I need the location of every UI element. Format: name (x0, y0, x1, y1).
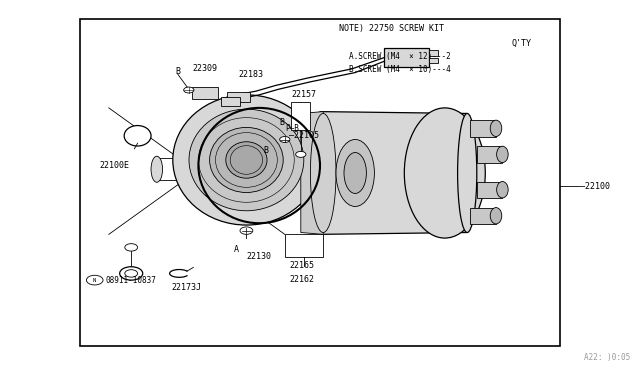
Ellipse shape (210, 128, 283, 193)
Bar (477, 182, 502, 198)
Text: 08911-10837: 08911-10837 (106, 276, 156, 285)
Ellipse shape (497, 182, 508, 198)
Text: 22309: 22309 (192, 64, 217, 73)
Text: 22173J: 22173J (172, 283, 202, 292)
Text: 22130: 22130 (246, 252, 271, 261)
Ellipse shape (336, 140, 374, 206)
Polygon shape (301, 112, 323, 234)
Circle shape (184, 87, 194, 93)
Circle shape (125, 270, 138, 277)
Text: 22183: 22183 (238, 70, 263, 79)
Ellipse shape (173, 95, 320, 225)
Bar (80, 19, 560, 346)
Text: 22157: 22157 (291, 90, 316, 99)
Bar (384, 48, 429, 67)
Circle shape (120, 267, 143, 280)
Text: Q'TY: Q'TY (512, 39, 532, 48)
Bar (221, 97, 240, 106)
Bar (285, 234, 323, 257)
Text: N: N (93, 278, 97, 283)
Circle shape (296, 151, 306, 157)
Text: A.SCREW (M4  × 12)---2: A.SCREW (M4 × 12)---2 (349, 52, 451, 61)
Ellipse shape (226, 142, 267, 178)
Ellipse shape (490, 120, 502, 137)
Ellipse shape (344, 153, 367, 193)
Text: —22100: —22100 (580, 182, 611, 190)
Polygon shape (320, 112, 467, 234)
Text: 22100E: 22100E (100, 161, 130, 170)
Bar (291, 102, 310, 130)
Circle shape (86, 275, 103, 285)
Bar (429, 50, 438, 56)
Ellipse shape (458, 113, 477, 232)
Text: B: B (279, 118, 284, 127)
Ellipse shape (490, 208, 502, 224)
Ellipse shape (151, 156, 163, 182)
Text: —22105: —22105 (289, 131, 319, 140)
Ellipse shape (189, 109, 304, 211)
Bar (470, 208, 496, 224)
Ellipse shape (310, 113, 336, 232)
Text: 22162: 22162 (289, 275, 314, 283)
Text: P—B: P—B (285, 124, 299, 133)
Ellipse shape (404, 108, 485, 238)
Ellipse shape (497, 146, 508, 163)
Text: A: A (234, 245, 239, 254)
Text: B.SCREW (M4  × 10)---4: B.SCREW (M4 × 10)---4 (349, 65, 451, 74)
Bar (470, 120, 496, 137)
Text: B: B (263, 146, 268, 155)
Text: A22: )0:05: A22: )0:05 (584, 353, 630, 362)
Text: B: B (175, 67, 180, 76)
Circle shape (240, 227, 253, 234)
Ellipse shape (124, 126, 151, 146)
Text: 22165: 22165 (289, 262, 314, 270)
Bar (192, 87, 218, 99)
Bar (477, 146, 502, 163)
Bar (227, 92, 250, 102)
Circle shape (280, 137, 290, 142)
Bar (429, 58, 438, 63)
Circle shape (125, 244, 138, 251)
Text: NOTE) 22750 SCREW KIT: NOTE) 22750 SCREW KIT (339, 24, 444, 33)
